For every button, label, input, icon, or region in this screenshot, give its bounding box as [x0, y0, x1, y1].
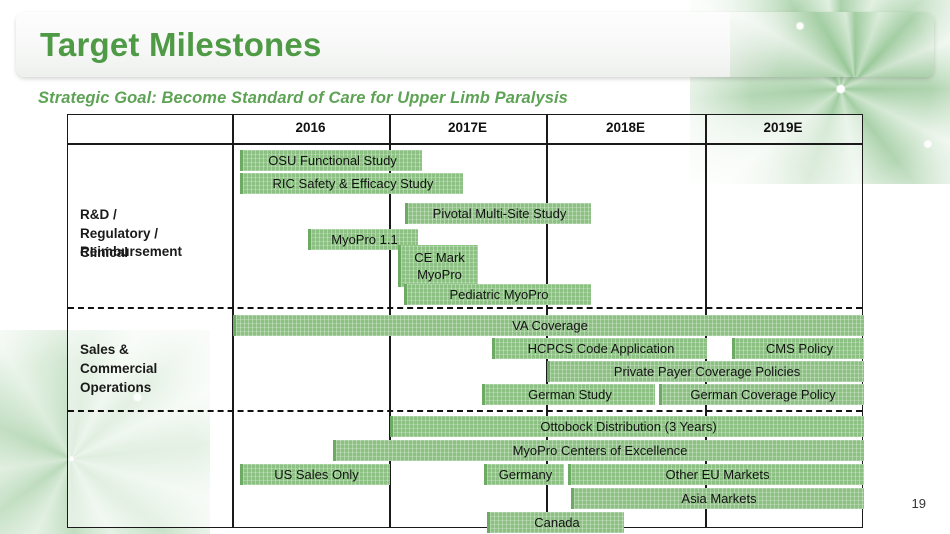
- row-label-0: R&D / Regulatory / Clinical: [80, 205, 158, 262]
- gantt-bar[interactable]: German Study: [482, 384, 655, 405]
- gantt-bar[interactable]: RIC Safety & Efficacy Study: [240, 173, 463, 194]
- section-divider-rnd-reimbursement: [68, 307, 862, 309]
- column-header-2018e: 2018E: [605, 120, 646, 135]
- gantt-bar[interactable]: Pivotal Multi-Site Study: [405, 203, 591, 224]
- gantt-bar-label: Asia Markets: [681, 491, 757, 506]
- gantt-bar[interactable]: Canada: [487, 512, 624, 533]
- gantt-bar[interactable]: VA Coverage: [233, 315, 864, 336]
- title-banner: Target Milestones: [16, 12, 934, 77]
- row-label-line: Sales &: [80, 342, 129, 357]
- header-divider: [68, 143, 862, 145]
- row-label-line: Reimbursement: [80, 244, 183, 259]
- banner-starburst-icon: [730, 12, 934, 77]
- row-label-1: Reimbursement: [80, 242, 182, 261]
- gantt-bar[interactable]: US Sales Only: [240, 464, 390, 485]
- page-title: Target Milestones: [40, 25, 322, 63]
- gantt-bar-label: RIC Safety & Efficacy Study: [272, 176, 434, 191]
- gantt-bar-label: US Sales Only: [274, 467, 359, 482]
- gantt-bar[interactable]: MyoPro Centers of Excellence: [333, 440, 864, 461]
- gantt-bar-label: MyoPro 1.1: [331, 232, 398, 247]
- row-label-line: Commercial: [80, 361, 158, 376]
- row-label-line: Operations: [80, 380, 152, 395]
- gantt-bar-label: HCPCS Code Application: [527, 341, 675, 356]
- column-header-2017e: 2017E: [447, 120, 488, 135]
- gantt-bar-label: VA Coverage: [512, 318, 588, 333]
- row-label-line: R&D /: [80, 207, 117, 222]
- gantt-bar-label: Pivotal Multi-Site Study: [432, 206, 567, 221]
- gantt-bar-label: MyoPro: [417, 267, 462, 282]
- gantt-bar-label: Other EU Markets: [665, 467, 770, 482]
- gantt-bar-label: CMS Policy: [765, 341, 834, 356]
- milestones-timeline-table: 2016 2017E 2018E 2019E R&D / Regulatory / Cli…: [67, 114, 864, 533]
- gantt-bar-label: Private Payer Coverage Policies: [613, 364, 801, 379]
- gantt-bar-label: German Coverage Policy: [690, 387, 836, 402]
- column-divider-label: [232, 115, 234, 527]
- gantt-bar[interactable]: CMS Policy: [732, 338, 864, 359]
- strategic-goal-subtitle: Strategic Goal: Become Standard of Care …: [38, 89, 568, 107]
- row-label-2: Sales & Commercial Operations: [80, 340, 157, 397]
- gantt-bar-label: MyoPro Centers of Excellence: [512, 443, 688, 458]
- gantt-bar[interactable]: HCPCS Code Application: [492, 338, 707, 359]
- gantt-bar[interactable]: Asia Markets: [571, 488, 864, 509]
- gantt-bar[interactable]: OSU Functional Study: [240, 150, 422, 171]
- gantt-bar-label: CE Mark: [414, 250, 465, 265]
- page-number: 19: [911, 496, 926, 511]
- gantt-bar[interactable]: Private Payer Coverage Policies: [547, 361, 864, 382]
- gantt-bar-label: Pediatric MyoPro: [449, 287, 549, 302]
- gantt-bar-label: Germany: [498, 467, 553, 482]
- column-header-2019e: 2019E: [763, 120, 803, 135]
- gantt-bar[interactable]: Ottobock Distribution (3 Years): [390, 416, 864, 437]
- gantt-bar[interactable]: German Coverage Policy: [659, 384, 864, 405]
- gantt-bar-label: German Study: [528, 387, 612, 402]
- gantt-bar[interactable]: CE Mark MyoPro: [398, 245, 478, 287]
- gantt-bar-label: Ottobock Distribution (3 Years): [540, 419, 717, 434]
- gantt-bar[interactable]: Pediatric MyoPro: [404, 284, 591, 305]
- gantt-bar-label: OSU Functional Study: [268, 153, 397, 168]
- section-divider-reimbursement-sales: [68, 410, 862, 412]
- gantt-bar[interactable]: Germany: [484, 464, 564, 485]
- gantt-bar-label: Canada: [534, 515, 580, 530]
- column-header-2016: 2016: [295, 120, 326, 135]
- row-label-line: Regulatory /: [80, 226, 159, 241]
- row-label-line: Clinical: [80, 245, 129, 260]
- gantt-bar[interactable]: Other EU Markets: [568, 464, 864, 485]
